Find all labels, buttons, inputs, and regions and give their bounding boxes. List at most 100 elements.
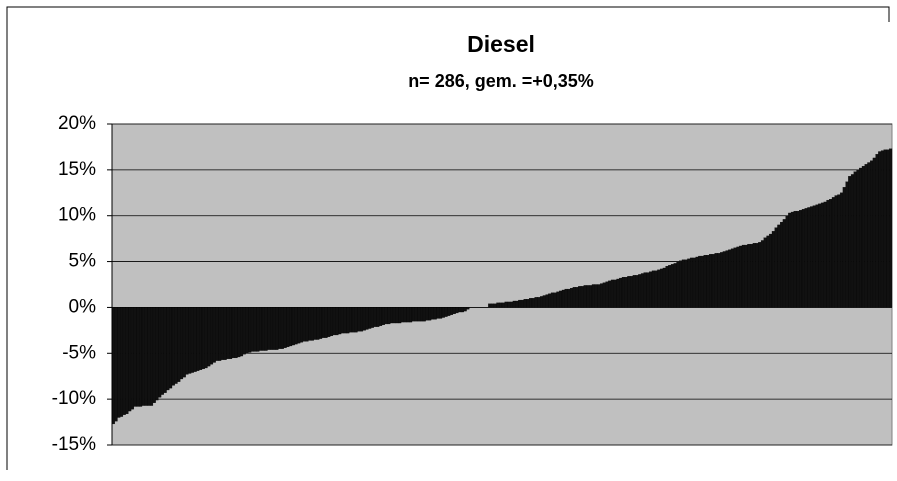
bar <box>455 307 459 314</box>
bar <box>212 307 216 363</box>
bar <box>638 274 642 308</box>
bar <box>245 307 249 354</box>
bar <box>436 307 440 319</box>
bar <box>788 212 792 308</box>
bar <box>640 273 644 308</box>
bar <box>700 255 704 308</box>
bar <box>889 148 893 308</box>
bar <box>349 307 353 333</box>
bar <box>185 307 189 375</box>
bar <box>507 301 511 308</box>
bar <box>807 207 811 308</box>
bar <box>545 294 549 308</box>
bar <box>117 307 121 418</box>
bar <box>673 263 677 308</box>
bar <box>422 307 426 322</box>
bar <box>627 276 631 308</box>
bar <box>567 288 571 308</box>
bar <box>365 307 369 330</box>
bar <box>324 307 328 338</box>
bar <box>872 157 876 308</box>
bar <box>133 307 137 407</box>
bar <box>711 254 715 308</box>
y-tick-label: -15% <box>52 434 96 455</box>
bar <box>351 307 355 333</box>
bar <box>250 307 254 352</box>
bar <box>531 298 535 308</box>
bar <box>428 307 432 321</box>
bar <box>670 264 674 308</box>
bar <box>256 307 260 352</box>
bar <box>114 307 118 422</box>
bar <box>362 307 366 331</box>
bar <box>687 258 691 308</box>
bar <box>886 149 890 308</box>
bar <box>613 279 617 308</box>
bar <box>139 307 143 407</box>
bar <box>586 285 590 308</box>
bar <box>840 192 844 308</box>
bar <box>578 286 582 308</box>
bar <box>370 307 374 328</box>
bar <box>583 285 587 308</box>
bar <box>171 307 175 386</box>
bar <box>302 307 306 342</box>
bar <box>834 195 838 308</box>
bar <box>540 296 544 308</box>
bar <box>875 154 879 308</box>
bar <box>812 205 816 308</box>
bar <box>529 298 533 308</box>
bar <box>741 244 745 308</box>
bar <box>624 277 628 308</box>
bar <box>747 243 751 308</box>
bar <box>125 307 129 414</box>
bar <box>774 227 778 308</box>
bar <box>379 307 383 326</box>
bar <box>570 288 574 308</box>
bar <box>643 272 647 308</box>
bar <box>850 174 854 308</box>
bar <box>654 270 658 308</box>
bar <box>199 307 203 370</box>
bar <box>499 302 503 308</box>
bar <box>411 307 415 322</box>
chart-border <box>6 6 890 470</box>
bar <box>777 224 781 308</box>
bar <box>845 181 849 308</box>
bar <box>226 307 230 359</box>
bar <box>231 307 235 359</box>
bar <box>523 299 527 308</box>
bar <box>490 303 494 308</box>
bar <box>368 307 372 329</box>
bar <box>190 307 194 373</box>
bar <box>360 307 364 332</box>
bar <box>616 278 620 308</box>
bar <box>635 275 639 308</box>
bar <box>730 248 734 308</box>
bar <box>330 307 334 337</box>
bar <box>591 284 595 308</box>
bar <box>594 284 598 308</box>
bar <box>210 307 214 365</box>
bar <box>608 280 612 308</box>
bar <box>466 307 470 310</box>
bar <box>600 283 604 308</box>
bar <box>510 301 514 308</box>
bar <box>403 307 407 323</box>
y-tick-label: -10% <box>52 388 96 409</box>
bar <box>313 307 317 340</box>
bar <box>550 292 554 308</box>
bar <box>515 300 519 308</box>
bar <box>144 307 148 406</box>
bar <box>801 209 805 308</box>
bar <box>760 240 764 308</box>
bar <box>684 259 688 308</box>
bar <box>406 307 410 323</box>
bar <box>610 279 614 308</box>
bar <box>332 307 336 336</box>
bar <box>837 194 841 308</box>
bar <box>286 307 290 348</box>
bar <box>589 285 593 308</box>
bar <box>763 237 767 308</box>
bar <box>883 149 887 308</box>
